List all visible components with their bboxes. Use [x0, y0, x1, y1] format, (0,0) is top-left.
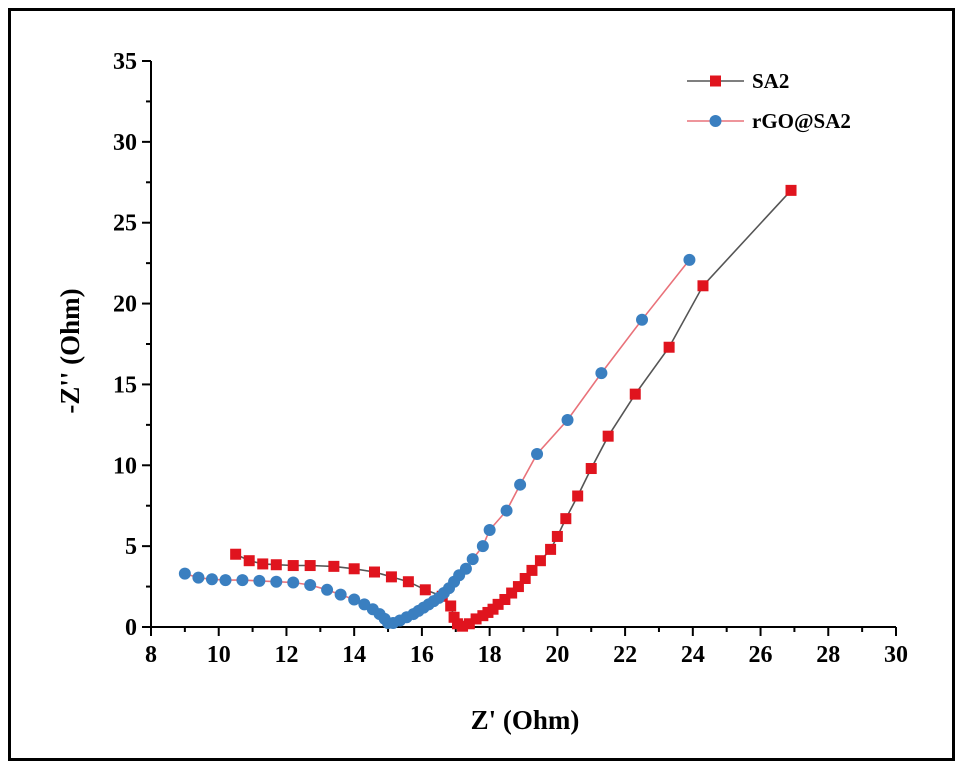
x-tick-label: 24 [681, 642, 705, 668]
legend-marker-sa2 [710, 75, 721, 87]
legend-entry-sa2: SA2 [687, 69, 789, 93]
data-point-sa2 [572, 490, 584, 502]
y-tick-label: 0 [125, 615, 137, 641]
data-point-sa2 [448, 611, 460, 623]
data-point-rgo-sa2 [483, 523, 496, 536]
data-point-rgo-sa2 [334, 588, 347, 601]
data-point-sa2 [526, 564, 538, 576]
series-sa2 [230, 184, 797, 632]
legend-entry-rgo-sa2: rGO@SA2 [687, 109, 851, 133]
data-point-sa2 [287, 560, 299, 572]
x-tick-label: 28 [816, 642, 840, 668]
legend-marker-rgo-sa2 [709, 115, 722, 127]
data-point-rgo-sa2 [219, 574, 232, 587]
legend-label-rgo-sa2: rGO@SA2 [752, 109, 851, 133]
data-point-sa2 [402, 576, 414, 588]
x-tick-label: 12 [274, 642, 298, 668]
data-point-rgo-sa2 [321, 583, 334, 596]
y-axis-title: -Z'' (Ohm) [55, 288, 85, 413]
data-point-rgo-sa2 [178, 567, 191, 580]
x-tick-label: 14 [342, 642, 366, 668]
y-tick-label: 5 [125, 534, 137, 560]
data-point-sa2 [519, 572, 531, 584]
data-point-rgo-sa2 [192, 571, 205, 584]
data-point-rgo-sa2 [287, 576, 300, 589]
x-axis-title: Z' (Ohm) [471, 705, 580, 735]
data-point-rgo-sa2 [253, 574, 266, 587]
data-point-sa2 [385, 571, 397, 583]
y-tick-label: 30 [113, 130, 137, 156]
data-point-sa2 [785, 184, 797, 196]
data-point-rgo-sa2 [595, 367, 608, 380]
x-tick-label: 30 [884, 642, 908, 668]
data-point-sa2 [585, 463, 597, 475]
data-point-sa2 [304, 560, 316, 572]
data-point-sa2 [551, 530, 563, 542]
data-point-rgo-sa2 [459, 562, 472, 575]
legend-label-sa2: SA2 [752, 69, 789, 93]
data-point-sa2 [463, 618, 475, 630]
data-point-rgo-sa2 [636, 313, 649, 326]
data-point-rgo-sa2 [348, 593, 361, 606]
y-tick-label: 25 [113, 211, 137, 237]
data-point-sa2 [506, 587, 518, 599]
impedance-chart: 8 10 12 14 16 18 20 22 24 26 28 30 0 5 10 15 20 25 30 35 Z'… [55, 49, 908, 735]
x-tick-label: 8 [145, 642, 157, 668]
data-point-sa2 [560, 513, 572, 525]
data-point-rgo-sa2 [531, 447, 544, 460]
x-tick-label: 22 [613, 642, 637, 668]
data-point-sa2 [348, 563, 360, 575]
data-point-sa2 [328, 560, 340, 572]
x-tick-label: 18 [478, 642, 502, 668]
y-tick-label: 20 [113, 292, 137, 318]
data-point-rgo-sa2 [683, 253, 696, 266]
series-rgo-sa2 [178, 253, 696, 629]
data-point-sa2 [445, 600, 457, 612]
figure-frame: 8 10 12 14 16 18 20 22 24 26 28 30 0 5 10 15 20 25 30 35 Z'… [8, 8, 955, 761]
data-point-sa2 [629, 388, 641, 400]
data-point-rgo-sa2 [205, 573, 218, 586]
data-point-sa2 [369, 566, 380, 578]
data-point-sa2 [663, 341, 675, 353]
y-tick-label: 15 [113, 372, 137, 398]
x-tick-label: 10 [207, 642, 231, 668]
data-point-sa2 [492, 598, 504, 610]
series-layer [178, 184, 797, 632]
data-point-rgo-sa2 [236, 574, 249, 587]
y-tick-label: 10 [113, 453, 137, 479]
x-tick-label: 26 [749, 642, 773, 668]
plot-axes: 8 10 12 14 16 18 20 22 24 26 28 30 0 5 10 15 20 25 30 35 [113, 49, 908, 668]
data-point-rgo-sa2 [270, 575, 283, 588]
data-point-sa2 [470, 613, 482, 625]
data-point-sa2 [534, 555, 546, 567]
data-point-sa2 [545, 543, 557, 555]
data-point-rgo-sa2 [476, 540, 489, 553]
data-point-sa2 [457, 620, 469, 632]
data-point-sa2 [499, 594, 511, 606]
legend: SA2 rGO@SA2 [687, 69, 851, 133]
data-point-sa2 [419, 584, 431, 596]
data-point-rgo-sa2 [466, 553, 479, 566]
data-point-sa2 [602, 430, 614, 442]
data-point-rgo-sa2 [561, 414, 574, 427]
y-tick-label: 35 [113, 49, 137, 75]
data-point-sa2 [257, 558, 269, 570]
data-point-sa2 [243, 555, 255, 567]
data-point-sa2 [697, 280, 709, 292]
data-point-sa2 [270, 559, 282, 571]
series-line-sa2 [235, 189, 792, 628]
x-tick-label: 16 [410, 642, 434, 668]
data-point-rgo-sa2 [304, 578, 317, 591]
data-point-rgo-sa2 [514, 478, 527, 491]
data-point-rgo-sa2 [500, 504, 513, 517]
x-tick-label: 20 [545, 642, 569, 668]
data-point-sa2 [230, 548, 242, 560]
data-point-sa2 [512, 581, 524, 593]
